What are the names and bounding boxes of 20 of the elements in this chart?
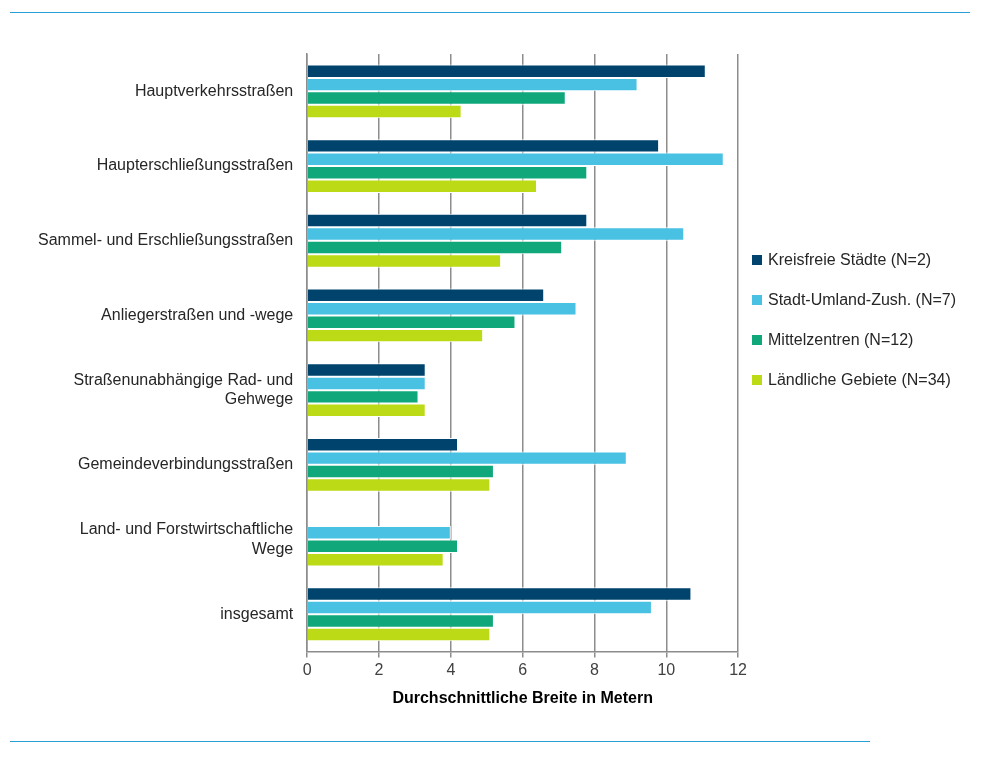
x-tick-label: 10 [657,660,676,678]
x-tick-label: 8 [590,660,600,678]
y-tick-label: Sammel- und Erschließungsstraßen [37,231,294,249]
x-tick-label: 2 [374,660,384,678]
legend-label: Ländliche Gebiete (N=34) [768,370,952,390]
legend-label: Stadt-Umland-Zush. (N=7) [768,290,958,310]
y-tick-label: Haupterschließungsstraßen [96,156,294,174]
x-tick-label: 12 [729,660,748,678]
legend-label: Kreisfreie Städte (N=2) [768,250,933,270]
y-tick-label: Straßenunabhängige Rad- und Gehwege [73,370,294,408]
y-tick-label: Land- und Forstwirtschaftliche Wege [79,520,294,557]
x-tick-label: 6 [518,660,528,678]
y-tick-label: Gemeindeverbindungsstraßen [77,455,294,473]
x-tick-label: 0 [302,660,312,678]
legend-label: Mittelzentren (N=12) [768,330,915,350]
y-tick-label: Hauptverkehrsstraßen [134,81,294,99]
x-tick-label: 4 [446,660,456,678]
y-tick-label: insgesamt [220,604,294,622]
x-axis-title: Durchschnittliche Breite in Metern [392,688,653,706]
y-tick-label: Anliegerstraßen und -wege [101,305,294,323]
